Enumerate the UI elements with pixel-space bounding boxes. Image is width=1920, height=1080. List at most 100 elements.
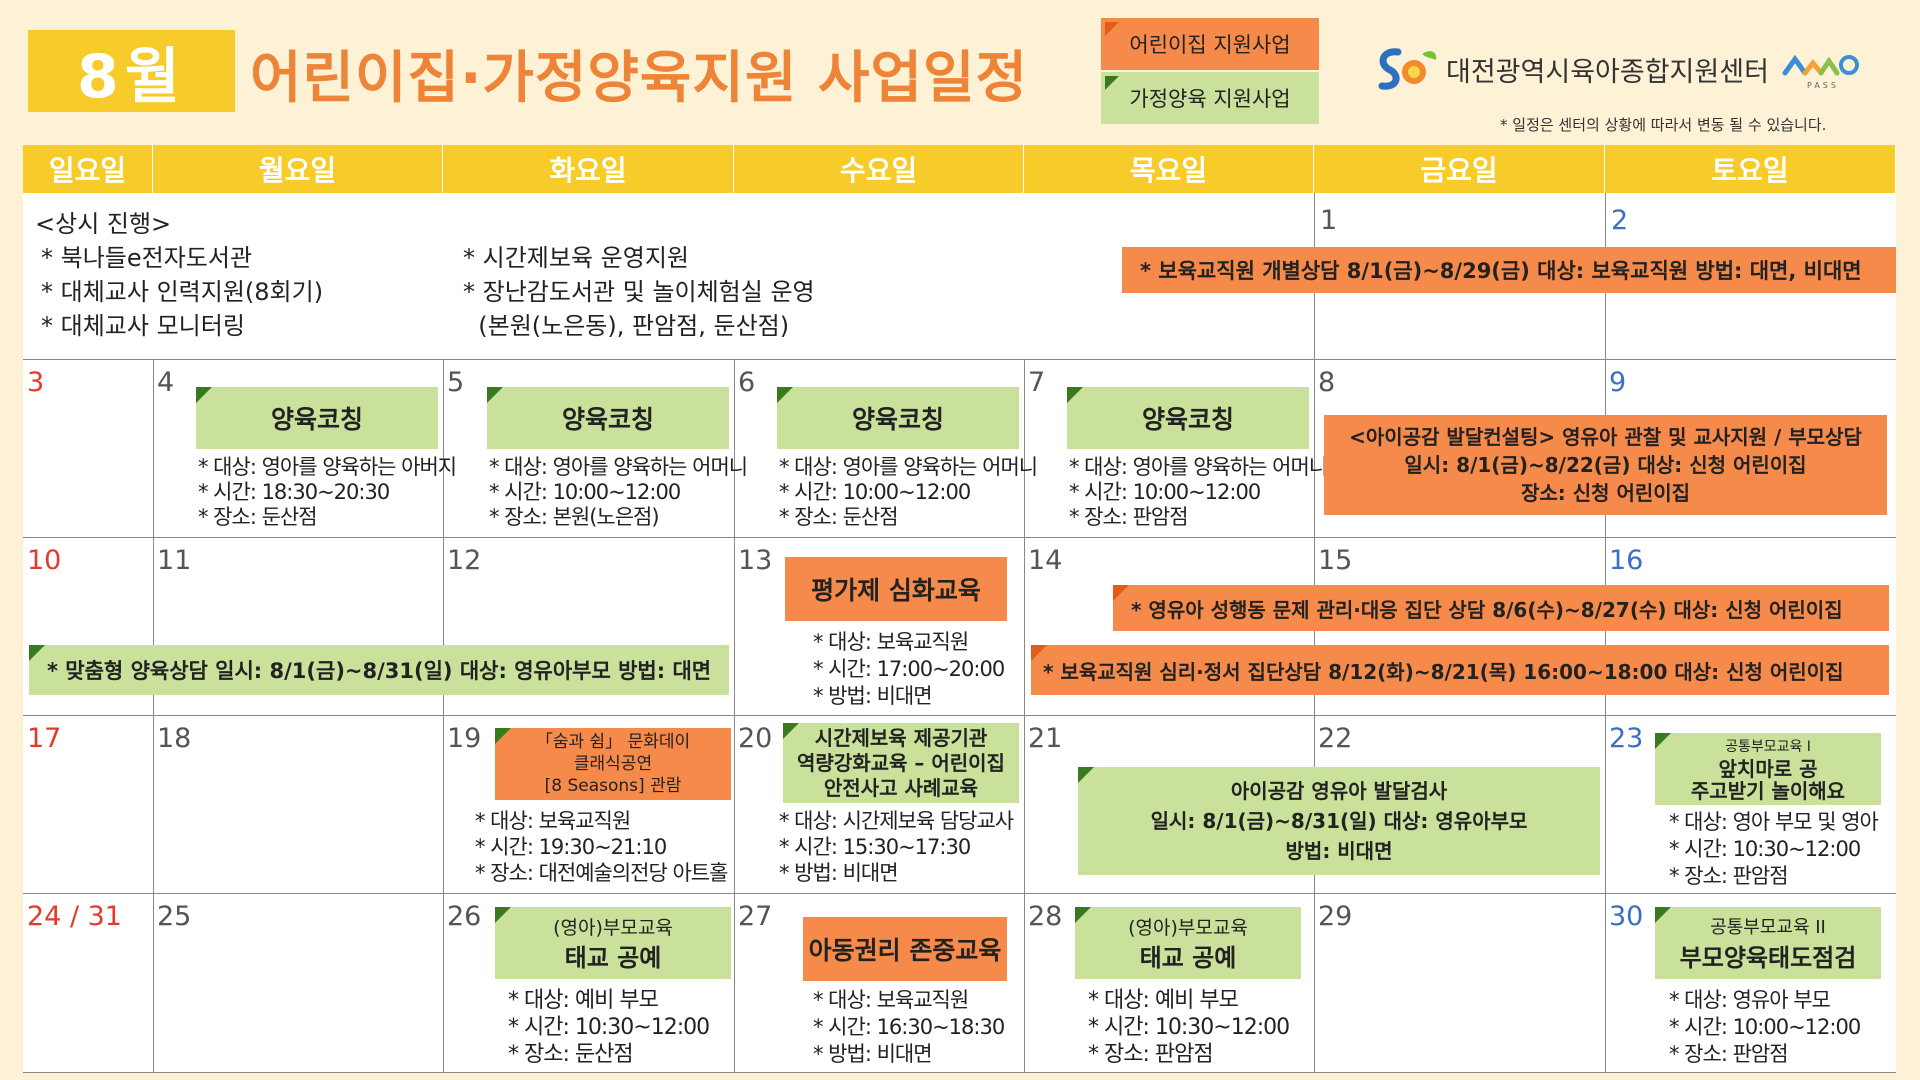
detail-line: * 대상: 영유아 부모	[1669, 988, 1831, 1012]
calendar-grid: 일요일 월요일 화요일 수요일 목요일 금요일 토요일 <상시 진행> * 북나…	[23, 145, 1896, 1073]
day-number: 30	[1609, 901, 1644, 932]
day-number: 17	[27, 723, 62, 754]
day-number: 7	[1028, 367, 1046, 398]
always-item: * 대체교사 인력지원(8회기)	[41, 278, 324, 306]
day-number: 23	[1609, 723, 1644, 754]
event-dev-test: 아이공감 영유아 발달검사 일시: 8/1(금)~8/31(일) 대상: 영유아…	[1078, 767, 1600, 875]
detail-line: * 장소: 대전예술의전당 아트홀	[475, 861, 728, 885]
corner-marker	[777, 387, 793, 403]
month-badge: 8월	[28, 30, 235, 112]
event-line: 클래식공연	[573, 754, 653, 774]
event-line: 방법: 비대면	[1285, 839, 1393, 863]
weekday-wed: 수요일	[734, 145, 1024, 193]
col-divider	[1605, 359, 1606, 1073]
pass-logo-icon: PASS	[1782, 54, 1859, 90]
detail-line: * 대상: 영아를 양육하는 아버지	[198, 455, 457, 479]
event-title: 양육코칭	[561, 405, 654, 434]
event-eval-training: 평가제 심화교육	[785, 557, 1007, 621]
event-line: 「숨과 쉼」 문화데이	[535, 732, 691, 752]
event-title: 평가제 심화교육	[811, 576, 981, 605]
day-number: 14	[1028, 545, 1063, 576]
legend-daycare-label: 어린이집 지원사업	[1129, 33, 1291, 57]
weekday-sat: 토요일	[1605, 145, 1896, 193]
pass-label: PASS	[1807, 81, 1839, 90]
event-line: 앞치마로 공	[1718, 757, 1818, 781]
event-details: * 대상: 시간제보육 담당교사 * 시간: 15:30~17:30 * 방법: 비…	[779, 808, 1014, 886]
corner-marker	[495, 907, 511, 923]
day-number: 20	[738, 723, 773, 754]
detail-line: * 시간: 10:00~12:00	[1669, 1015, 1861, 1039]
detail-line: * 장소: 둔산점	[198, 505, 318, 529]
event-details: * 대상: 보육교직원 * 시간: 16:30~18:30 * 방법: 비대면	[813, 987, 1005, 1068]
event-prenatal-28: (영아)부모교육 태교 공예	[1075, 907, 1301, 979]
legend-home-label: 가정양육 지원사업	[1129, 87, 1291, 111]
event-play-education: 공통부모교육 I 앞치마로 공 주고받기 놀이해요	[1655, 733, 1881, 805]
corner-marker	[1113, 585, 1129, 601]
event-psych-counsel: * 보육교직원 심리·정서 집단상담 8/12(화)~8/21(목) 16:00…	[1031, 645, 1889, 695]
day-number: 15	[1318, 545, 1353, 576]
corner-marker	[1655, 733, 1671, 749]
detail-line: * 장소: 판암점	[1669, 864, 1789, 888]
detail-line: * 대상: 영아를 양육하는 어머니	[489, 455, 748, 479]
detail-line: * 장소: 둔산점	[779, 505, 899, 529]
row-divider	[23, 1072, 1896, 1073]
weekday-sun: 일요일	[23, 145, 153, 193]
event-label: * 보육교직원 개별상담 8/1(금)~8/29(금) 대상: 보육교직원 방법…	[1140, 259, 1862, 283]
event-title: 양육코칭	[1141, 405, 1234, 434]
event-coaching-6: 양육코칭	[777, 387, 1019, 449]
event-title: 양육코칭	[270, 405, 363, 434]
corner-marker	[1031, 645, 1047, 661]
event-title: 부모양육태도점검	[1679, 944, 1857, 972]
detail-line: * 방법: 비대면	[813, 684, 933, 708]
day-number: 26	[447, 901, 482, 932]
event-coaching-5: 양육코칭	[487, 387, 729, 449]
event-dev-consulting: <아이공감 발달컨설팅> 영유아 관찰 및 교사지원 / 부모상담 일시: 8/…	[1324, 415, 1887, 515]
detail-line: * 대상: 보육교직원	[813, 630, 969, 654]
schedule-note: * 일정은 센터의 상황에 따라서 변동 될 수 있습니다.	[1500, 116, 1827, 134]
event-title: <아이공감 발달컨설팅> 영유아 관찰 및 교사지원 / 부모상담	[1349, 425, 1862, 449]
event-details: * 대상: 영아를 양육하는 아버지 * 시간: 18:30~20:30 * 장소:…	[198, 455, 457, 530]
event-culture-day: 「숨과 쉼」 문화데이 클래식공연 [8 Seasons] 관람	[495, 728, 731, 800]
corner-marker	[1075, 907, 1091, 923]
detail-line: * 대상: 보육교직원	[813, 988, 969, 1012]
event-line: [8 Seasons] 관람	[544, 776, 682, 796]
col-divider	[1024, 359, 1025, 1073]
corner-marker	[487, 387, 503, 403]
event-custom-counsel: * 맞춤형 양육상담 일시: 8/1(금)~8/31(일) 대상: 영유아부모 …	[29, 645, 729, 695]
day-number: 4	[157, 367, 175, 398]
event-label: * 영유아 성행동 문제 관리·대응 집단 상담 8/6(수)~8/27(수) …	[1131, 597, 1843, 622]
day-number: 10	[27, 545, 62, 576]
detail-line: * 대상: 시간제보육 담당교사	[779, 809, 1014, 833]
event-line: 안전사고 사례교육	[823, 775, 979, 800]
day-number: 5	[447, 367, 465, 398]
center-logo: 대전광역시육아종합지원센터 PASS	[1370, 42, 1861, 96]
event-teacher-counsel: * 보육교직원 개별상담 8/1(금)~8/29(금) 대상: 보육교직원 방법…	[1122, 247, 1896, 293]
detail-line: * 방법: 비대면	[813, 1042, 933, 1066]
day-number: 13	[738, 545, 773, 576]
detail-line: * 방법: 비대면	[779, 861, 899, 885]
detail-line: * 대상: 영아를 양육하는 어머니	[779, 455, 1038, 479]
event-line: 주고받기 놀이해요	[1690, 779, 1846, 803]
detail-line: * 장소: 둔산점	[508, 1042, 634, 1067]
day-number: 16	[1609, 545, 1644, 576]
event-line: (영아)부모교육	[1128, 917, 1248, 939]
weekday-tue: 화요일	[443, 145, 734, 193]
event-prenatal-26: (영아)부모교육 태교 공예	[495, 907, 731, 979]
event-coaching-7: 양육코칭	[1067, 387, 1309, 449]
event-details: * 대상: 영아를 양육하는 어머니 * 시간: 10:00~12:00 * 장소:…	[1069, 455, 1328, 530]
day-number: 12	[447, 545, 482, 576]
day-number: 27	[738, 901, 773, 932]
detail-line: * 시간: 10:00~12:00	[1069, 480, 1261, 504]
weekday-fri: 금요일	[1314, 145, 1605, 193]
day-number: 6	[738, 367, 756, 398]
event-line: (영아)부모교육	[553, 917, 673, 939]
center-name: 대전광역시육아종합지원센터	[1446, 56, 1769, 88]
day-number: 18	[157, 723, 192, 754]
always-item: * 시간제보육 운영지원	[463, 244, 689, 272]
row-divider	[23, 537, 1896, 538]
detail-line: * 시간: 19:30~21:10	[475, 835, 667, 859]
event-coaching-4: 양육코칭	[196, 387, 438, 449]
day-number: 21	[1028, 723, 1063, 754]
event-rights-training: 아동권리 존중교육	[803, 917, 1007, 981]
event-title: 양육코칭	[851, 405, 944, 434]
